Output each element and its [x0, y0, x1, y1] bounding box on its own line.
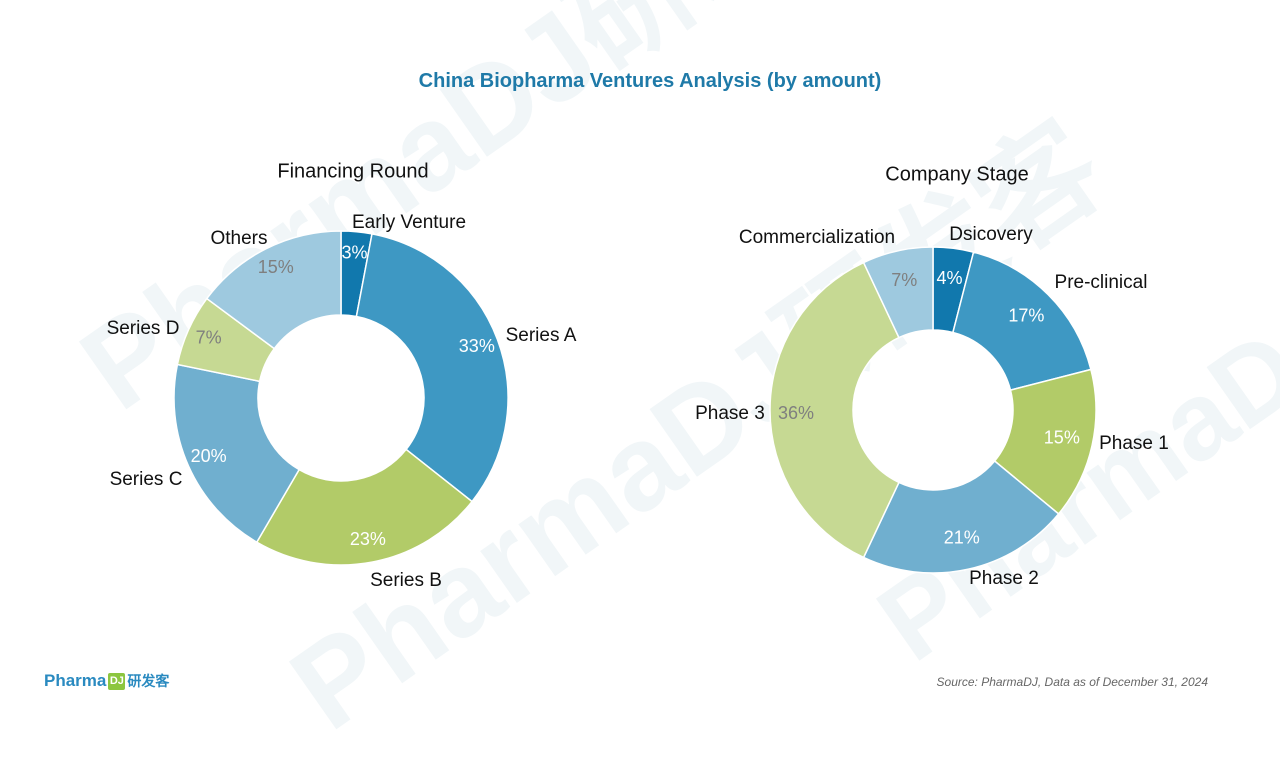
slice-category-label: Phase 3: [695, 403, 765, 424]
donut-slice: [173, 363, 301, 544]
slice-category-label: Series A: [506, 325, 577, 346]
donut-slice: [951, 251, 1092, 392]
slice-category-label: Series B: [370, 570, 442, 591]
slice-category-label: Phase 1: [1099, 433, 1169, 454]
slice-category-label: Dsicovery: [949, 224, 1033, 245]
slice-category-label: Others: [210, 228, 267, 249]
slice-value-label: 23%: [350, 529, 386, 549]
slice-value-label: 7%: [891, 270, 917, 290]
slice-category-label: Series C: [110, 469, 183, 490]
donut-slice: [355, 233, 509, 503]
logo-box-icon: DJ: [108, 672, 126, 690]
donut-slice: [862, 459, 1060, 574]
donut-chart-1: 3% Early Venture 33% Series A 23% Series B 20%…: [107, 160, 577, 591]
donut-slice: [862, 246, 934, 339]
slice-value-label: 3%: [342, 242, 368, 262]
brand-logo: Pharma DJ 研发客: [44, 671, 169, 691]
donut-slice: [205, 230, 342, 350]
slice-value-label: 15%: [1044, 428, 1080, 448]
slice-value-label: 17%: [1008, 305, 1044, 325]
donut-slice: [769, 261, 900, 559]
logo-word: Pharma: [44, 671, 107, 690]
source-note: Source: PharmaDJ, Data as of December 31…: [936, 675, 1208, 689]
slice-value-label: 15%: [258, 257, 294, 277]
slice-value-label: 20%: [191, 446, 227, 466]
slice-value-label: 4%: [937, 268, 963, 288]
chart-main-title: China Biopharma Ventures Analysis (by am…: [418, 70, 882, 92]
donut-chart-title: Company Stage: [885, 163, 1028, 185]
slice-value-label: 7%: [196, 328, 222, 348]
slice-value-label: 33%: [459, 336, 495, 356]
slice-value-label: 21%: [944, 528, 980, 548]
donut-charts: 3% Early Venture 33% Series A 23% Series B 20%…: [107, 160, 1169, 591]
slice-category-label: Pre-clinical: [1055, 272, 1148, 293]
slice-category-label: Early Venture: [352, 212, 466, 233]
slice-category-label: Series D: [107, 318, 180, 339]
slice-category-label: Commercialization: [739, 227, 895, 248]
donut-chart-2: 4% Dsicovery 17% Pre-clinical 15% Phase 1 21% P…: [695, 163, 1169, 589]
donut-slice: [255, 448, 474, 566]
donut-chart-title: Financing Round: [277, 160, 428, 182]
slice-category-label: Phase 2: [969, 568, 1039, 589]
slice-value-label: 36%: [778, 403, 814, 423]
logo-chinese: 研发客: [127, 673, 170, 689]
